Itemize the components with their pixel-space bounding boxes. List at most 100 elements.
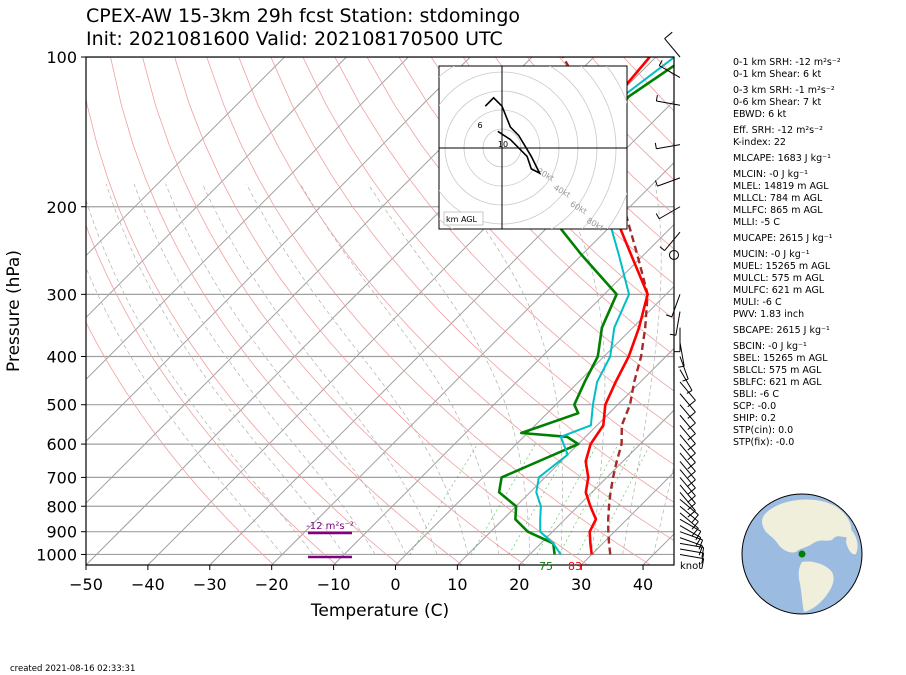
isotherm-line xyxy=(86,57,409,381)
param-line: 0-3 km SRH: -1 m²s⁻² xyxy=(733,85,835,96)
dry-adiabat xyxy=(334,57,674,429)
wind-barb xyxy=(679,381,696,408)
srh-label: -12 m²s⁻² xyxy=(306,521,354,532)
barb-flag xyxy=(691,528,699,537)
param-line: SBCAPE: 2615 J kg⁻¹ xyxy=(733,325,830,336)
x-tick-label: −50 xyxy=(69,575,103,594)
isotherm-line xyxy=(271,161,674,565)
moist-adiabat xyxy=(105,183,345,555)
barb-flag xyxy=(687,470,696,479)
barb-flag xyxy=(687,487,696,495)
barb-staff xyxy=(675,311,681,336)
param-line: SBLFC: 621 m AGL xyxy=(733,377,822,388)
axes: −50 −40 −30 −20 −10 0 10 20 30 40 100 200 300 400 500 6… xyxy=(4,48,653,621)
param-line: MLLI: -5 C xyxy=(733,217,780,228)
barb-flag xyxy=(698,545,704,556)
barb-flag xyxy=(687,433,696,441)
x-tick-label: 30 xyxy=(571,575,591,594)
barb-flag xyxy=(695,537,702,547)
dry-adiabat xyxy=(270,57,674,503)
wind-barb xyxy=(679,404,696,430)
x-tick-label: 20 xyxy=(509,575,529,594)
barb-staff xyxy=(664,38,681,58)
barb-flag xyxy=(665,314,672,318)
barb-staff xyxy=(679,414,696,434)
barb-staff xyxy=(679,434,696,454)
barb-flag xyxy=(655,95,658,102)
barb-flag xyxy=(698,539,704,550)
x-tick-label: 0 xyxy=(390,575,400,594)
wind-barb xyxy=(679,537,704,556)
param-line: SBLCL: 575 m AGL xyxy=(733,365,822,376)
calm-circle xyxy=(669,249,679,260)
wind-barb xyxy=(659,231,681,251)
surface-dewpoint-label: 75 xyxy=(539,560,553,573)
param-line: MUEL: 15265 m AGL xyxy=(733,261,831,272)
mixing-ratio-line xyxy=(592,443,651,555)
wind-barb xyxy=(665,294,681,318)
barb-staff xyxy=(656,144,681,150)
moist-adiabat xyxy=(133,183,376,555)
hodograph-height-label: 10 xyxy=(498,140,508,149)
barb-flag xyxy=(687,443,696,451)
barb-flag xyxy=(655,213,660,220)
param-line: K-index: 22 xyxy=(733,137,786,148)
dry-adiabat xyxy=(366,57,674,392)
moist-adiabat xyxy=(367,183,531,555)
barb-flag xyxy=(701,558,705,569)
dry-adiabat xyxy=(238,57,674,542)
station-marker xyxy=(798,550,806,558)
barb-staff xyxy=(656,100,681,106)
param-line: SCP: -0.0 xyxy=(733,401,777,412)
wind-barb xyxy=(679,452,696,479)
barb-staff xyxy=(679,499,699,516)
globe-map xyxy=(741,493,863,615)
dry-adiabat xyxy=(110,57,463,565)
x-tick-label: −10 xyxy=(317,575,351,594)
barb-staff xyxy=(679,356,689,380)
param-line: MULFC: 621 m AGL xyxy=(733,285,825,296)
parameter-list: 0-1 km SRH: -12 m²s⁻² 0-1 km Shear: 6 kt 0… xyxy=(733,57,841,449)
param-line: 0-6 km Shear: 7 kt xyxy=(733,97,822,108)
globe-land-south xyxy=(798,561,834,612)
y-tick-label: 900 xyxy=(46,523,77,542)
barb-staff xyxy=(664,231,681,251)
param-line: MUCAPE: 2615 J kg⁻¹ xyxy=(733,233,833,244)
wind-barb xyxy=(658,60,681,79)
wind-barb xyxy=(679,393,696,419)
param-line: MLLCL: 784 m AGL xyxy=(733,193,823,204)
barb-staff xyxy=(679,461,696,481)
barb-staff xyxy=(679,424,696,445)
param-line: 0-1 km SRH: -12 m²s⁻² xyxy=(733,57,841,68)
barb-staff xyxy=(679,404,696,424)
dry-adiabat xyxy=(86,321,275,565)
y-tick-label: 700 xyxy=(46,468,77,487)
barb-staff xyxy=(679,469,696,489)
x-tick-label: 40 xyxy=(633,575,653,594)
param-line: SBLI: -6 C xyxy=(733,389,779,400)
barb-flag xyxy=(687,479,696,487)
x-tick-label: −40 xyxy=(131,575,165,594)
moist-adiabat xyxy=(202,183,438,555)
wind-barb xyxy=(679,469,696,495)
y-tick-label: 300 xyxy=(46,285,77,304)
barb-staff xyxy=(679,393,696,413)
barb-staff xyxy=(679,525,702,539)
wind-barb xyxy=(664,31,681,58)
barb-staff xyxy=(679,491,696,512)
hodograph-trace xyxy=(484,96,542,175)
barb-flag xyxy=(701,547,705,558)
param-line: MULI: -6 C xyxy=(733,297,782,308)
isotherm-line xyxy=(86,57,347,319)
param-line: Eff. SRH: -12 m²s⁻² xyxy=(733,125,823,136)
wind-barb xyxy=(679,461,696,487)
barb-flag xyxy=(669,333,676,336)
barb-flag xyxy=(687,399,696,408)
barb-flag xyxy=(682,378,689,382)
barb-flag xyxy=(687,495,696,503)
isotherm-line xyxy=(209,100,674,565)
wind-barb xyxy=(679,443,696,470)
wind-barb xyxy=(678,342,685,368)
param-line: MLEL: 14819 m AGL xyxy=(733,181,829,192)
